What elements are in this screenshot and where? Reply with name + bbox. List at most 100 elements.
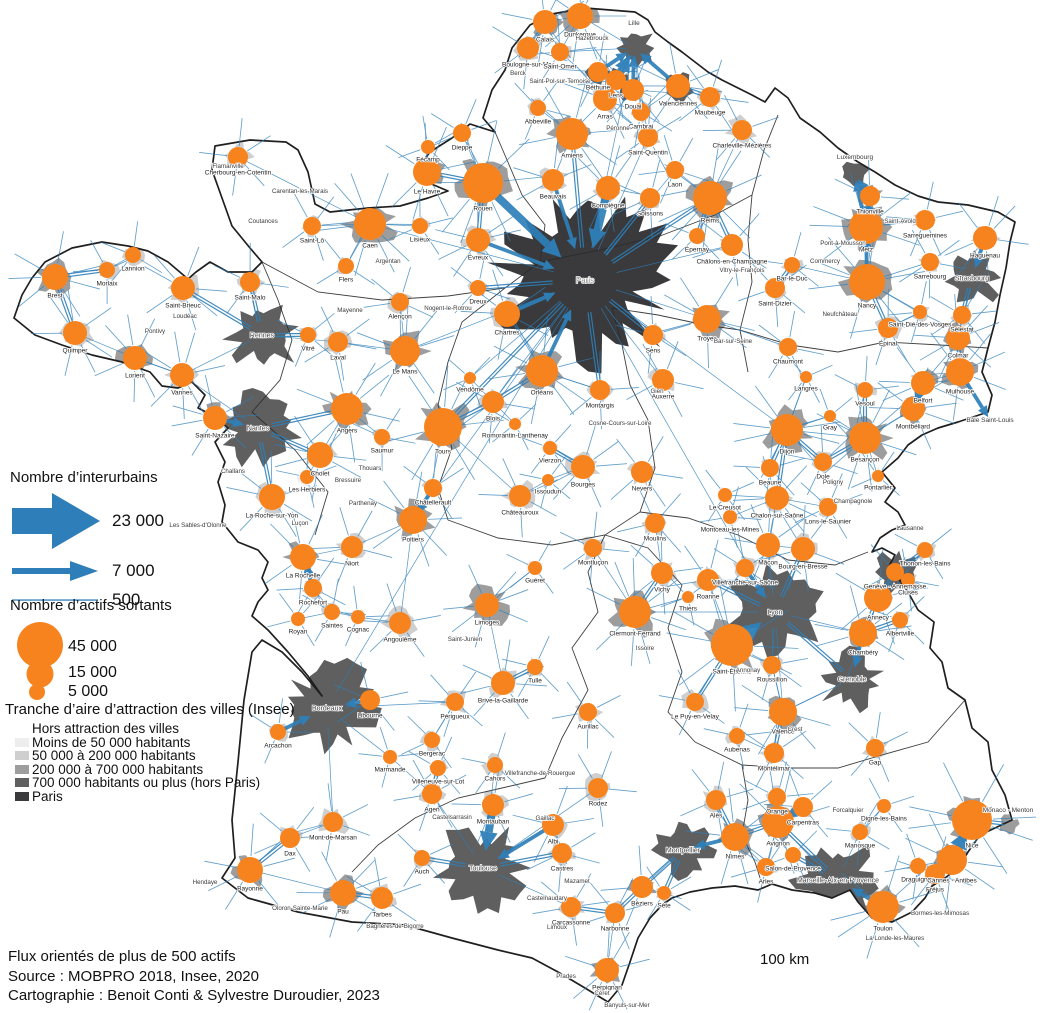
spoke-line [875,640,905,660]
city-label: Toulon [873,926,893,933]
spoke-line [524,116,536,140]
city-label: Saumur [371,448,395,455]
flow-line [655,528,662,568]
spoke-line [581,147,604,179]
city-circle [596,176,620,200]
big-arrow-icon [12,493,100,549]
spoke-line [350,422,374,434]
flow-line [791,615,855,632]
city-circle [791,537,815,561]
flow-arrowhead [628,55,639,68]
city-circle [721,234,743,256]
spoke-line [755,385,778,417]
spoke-line [738,744,745,770]
city-label: Châlons-en-Champagne [697,259,768,266]
spoke-line [906,626,925,645]
city-label: Charleville-Mézières [713,143,773,150]
spoke-line [486,290,511,300]
city-label: Béthune [586,85,611,92]
city-circle [769,698,797,726]
spoke-line [569,396,592,416]
spoke-line [917,420,932,450]
flow-line [961,287,969,310]
city-circle [542,474,554,486]
spoke-line [343,825,370,836]
france-outline [13,7,1016,1003]
spoke-line [663,323,691,333]
city-area-blob [432,826,531,914]
spoke-line [789,311,796,338]
spoke-line [329,906,340,938]
city-label: Caen [362,243,378,250]
city-circle [867,891,899,923]
spoke-line [850,755,869,776]
spoke-line [194,365,226,373]
spoke-line [502,458,516,486]
flow-line [586,19,628,45]
spoke-line [834,374,858,387]
city-circle [937,845,967,875]
spoke-line [738,851,749,885]
spoke-line [678,657,715,686]
spoke-line [408,305,434,318]
spoke-line [555,0,569,9]
spoke-line [739,783,767,811]
spoke-line [600,400,602,429]
spoke-line [572,29,579,63]
spoke-line [589,882,609,905]
city-label: Limoges [475,620,500,627]
city-circle [765,278,785,298]
spoke-line [391,904,417,922]
spoke-line [437,803,453,828]
spoke-line [314,313,335,330]
city-circle [99,262,115,278]
spoke-line [441,467,464,483]
flow-line [663,859,678,889]
spoke-line [888,312,913,316]
town-label: Mayenne [337,307,363,314]
spoke-line [555,380,587,403]
spoke-line [847,454,861,490]
spoke-line [870,544,889,565]
spoke-line [658,205,694,223]
spoke-line [356,332,391,346]
city-size-circles-icon: 45 000 15 000 5 000 [17,622,117,700]
city-area-blob [788,844,879,927]
city-circle [878,318,898,338]
city-label: Royan [289,629,308,636]
spoke-line [894,533,918,547]
spoke-line [381,764,389,788]
spoke-line [238,118,243,147]
spoke-line [856,398,864,424]
spoke-line [741,730,766,748]
flow-line [595,552,631,605]
area-swatch-icon [15,724,29,734]
flow-line [317,223,362,227]
city-circle [412,218,428,234]
spoke-line [653,473,684,479]
flow-line [188,292,251,330]
spoke-line [513,167,542,177]
legend-areas-rows: Hors attraction des villes Moins de 50 00… [5,721,335,804]
flow-arrowhead [973,256,984,269]
spoke-line [408,375,433,411]
spoke-line [670,876,692,890]
spoke-line [386,408,401,430]
spoke-line [729,501,745,520]
city-circle [42,264,68,290]
spoke-line [803,433,840,444]
city-circle [482,391,504,413]
spoke-line [494,54,519,74]
city-label: Draguignan [901,877,935,884]
spoke-line [788,770,800,797]
flow-line [785,827,829,869]
spoke-line [732,666,736,712]
flow-arrowhead [853,180,864,192]
spoke-line [819,388,828,410]
spoke-line [278,698,283,724]
city-circle [203,406,227,430]
region-border-line [251,411,329,536]
spoke-line [519,473,542,479]
spoke-line [550,0,557,11]
city-circles [42,3,997,982]
